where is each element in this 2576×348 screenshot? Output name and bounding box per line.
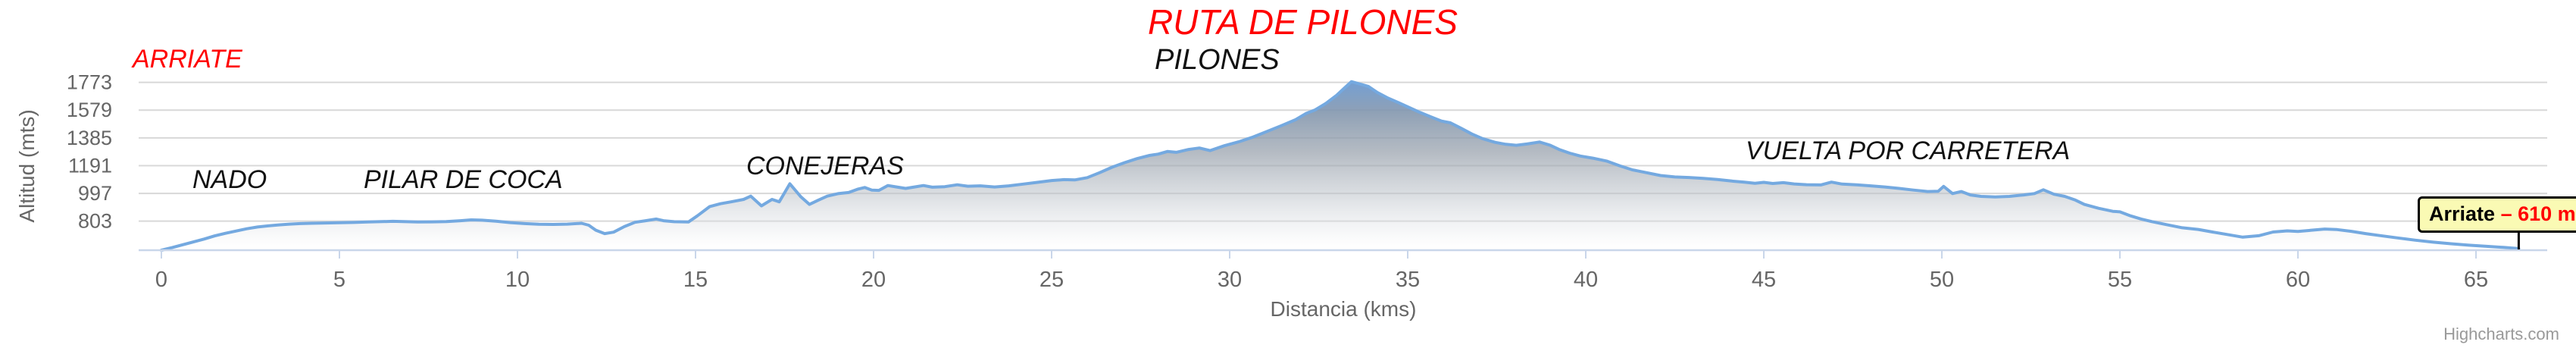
highcharts-credit-link[interactable]: Highcharts.com xyxy=(2443,324,2559,343)
x-tick-label: 65 xyxy=(2464,268,2488,292)
y-tick-label: 803 xyxy=(78,210,112,233)
y-tick-label: 997 xyxy=(78,182,112,205)
x-tick-label: 60 xyxy=(2286,268,2310,292)
y-tick-label: 1191 xyxy=(68,154,112,177)
x-tick-label: 0 xyxy=(155,268,167,292)
tooltip-value: – 610 m xyxy=(2500,202,2576,225)
annotation-pilones: PILONES xyxy=(1155,44,1280,76)
x-tick-label: 25 xyxy=(1039,268,1064,292)
elevation-area xyxy=(161,81,2519,250)
x-tick-label: 5 xyxy=(333,268,345,292)
annotation-arriate: ARRIATE xyxy=(133,45,242,74)
tooltip: Arriate – 610 m xyxy=(2418,196,2576,234)
x-tick-label: 15 xyxy=(683,268,708,292)
x-tick-label: 20 xyxy=(861,268,886,292)
y-tick-label: 1773 xyxy=(67,71,112,94)
y-tick-label: 1385 xyxy=(67,127,112,149)
x-tick-label: 10 xyxy=(505,268,530,292)
x-tick-label: 55 xyxy=(2108,268,2132,292)
annotation-nado: NADO xyxy=(192,165,267,194)
x-tick-label: 45 xyxy=(1752,268,1776,292)
x-tick-label: 40 xyxy=(1574,268,1598,292)
y-tick-label: 1579 xyxy=(67,99,112,121)
x-axis-title: Distancia (kms) xyxy=(1270,297,1417,321)
x-tick-label: 50 xyxy=(1930,268,1954,292)
tooltip-series-name: Arriate xyxy=(2429,202,2496,225)
annotation-pilar-de-coca: PILAR DE COCA xyxy=(364,165,563,194)
x-tick-label: 30 xyxy=(1218,268,1242,292)
annotation-vuelta-por-carretera: VUELTA POR CARRETERA xyxy=(1746,136,2071,165)
elevation-line xyxy=(160,80,2521,252)
x-tick-label: 35 xyxy=(1396,268,1420,292)
y-axis-title: Altitud (mts) xyxy=(15,109,39,223)
chart-title: RUTA DE PILONES xyxy=(1148,2,1458,42)
annotation-conejeras: CONEJERAS xyxy=(746,152,904,180)
